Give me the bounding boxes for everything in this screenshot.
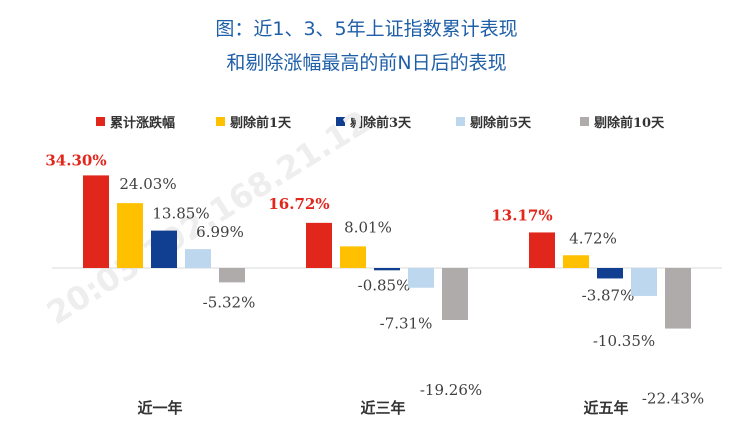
legend-item-1: 累计涨跌幅	[96, 112, 175, 131]
data-label-3-1: 13.17%	[491, 206, 552, 224]
bar-2-5	[442, 268, 468, 321]
data-label-1-5: -5.32%	[203, 293, 256, 311]
data-label-2-4: -7.31%	[380, 315, 433, 333]
data-label-3-5: -22.43%	[642, 390, 704, 408]
data-label-2-1: 16.72%	[268, 195, 329, 213]
legend-label: 累计涨跌幅	[110, 116, 176, 131]
bar-3-1	[529, 232, 555, 268]
chart-title-line2: 和剔除涨幅最高的前N日后的表现	[226, 52, 507, 74]
bar-2-2	[340, 246, 366, 268]
bar-3-3	[597, 268, 623, 279]
bar-1-3	[151, 230, 177, 268]
data-label-1-1: 34.30%	[45, 151, 106, 169]
category-label-2: 近三年	[360, 399, 405, 417]
legend-item-4: 剔除前5天	[456, 112, 531, 131]
chart-title-line1: 图：近1、3、5年上证指数累计表现	[215, 18, 518, 40]
bar-1-5	[219, 268, 245, 283]
chart-legend: 累计涨跌幅 剔除前1天 剔除前3天 剔除前5天 剔除前10天	[0, 112, 733, 134]
category-label-1: 近一年	[137, 399, 182, 417]
legend-label: 剔除前5天	[470, 116, 532, 131]
bar-3-4	[631, 268, 657, 296]
data-label-1-2: 24.03%	[119, 175, 176, 193]
data-label-2-3: -0.85%	[358, 276, 411, 294]
data-label-1-3: 13.85%	[152, 205, 209, 223]
bar-3-5	[665, 268, 691, 329]
bar-1-4	[185, 249, 211, 268]
legend-label: 剔除前1天	[230, 116, 292, 131]
bar-1-1	[83, 175, 109, 268]
bar-2-1	[306, 222, 332, 268]
legend-item-2: 剔除前1天	[216, 112, 291, 131]
data-label-1-4: 6.99%	[196, 223, 244, 241]
legend-swatch	[580, 117, 589, 126]
data-label-2-5: -19.26%	[420, 381, 482, 399]
bar-2-4	[408, 268, 434, 288]
data-label-3-3: -3.87%	[582, 286, 635, 304]
bar-2-3	[374, 268, 400, 271]
legend-swatch	[456, 117, 465, 126]
data-label-3-4: -10.35%	[593, 332, 655, 350]
legend-label: 剔除前3天	[350, 116, 412, 131]
data-label-2-2: 8.01%	[344, 218, 392, 236]
legend-item-5: 剔除前10天	[580, 112, 664, 131]
legend-swatch	[216, 117, 225, 126]
legend-swatch	[96, 117, 105, 126]
legend-label: 剔除前10天	[594, 116, 665, 131]
data-label-3-2: 4.72%	[569, 229, 617, 247]
bar-1-2	[117, 203, 143, 268]
legend-item-3: 剔除前3天	[336, 112, 411, 131]
legend-swatch	[336, 117, 345, 126]
bar-3-2	[563, 255, 589, 268]
category-label-3: 近五年	[583, 399, 628, 417]
